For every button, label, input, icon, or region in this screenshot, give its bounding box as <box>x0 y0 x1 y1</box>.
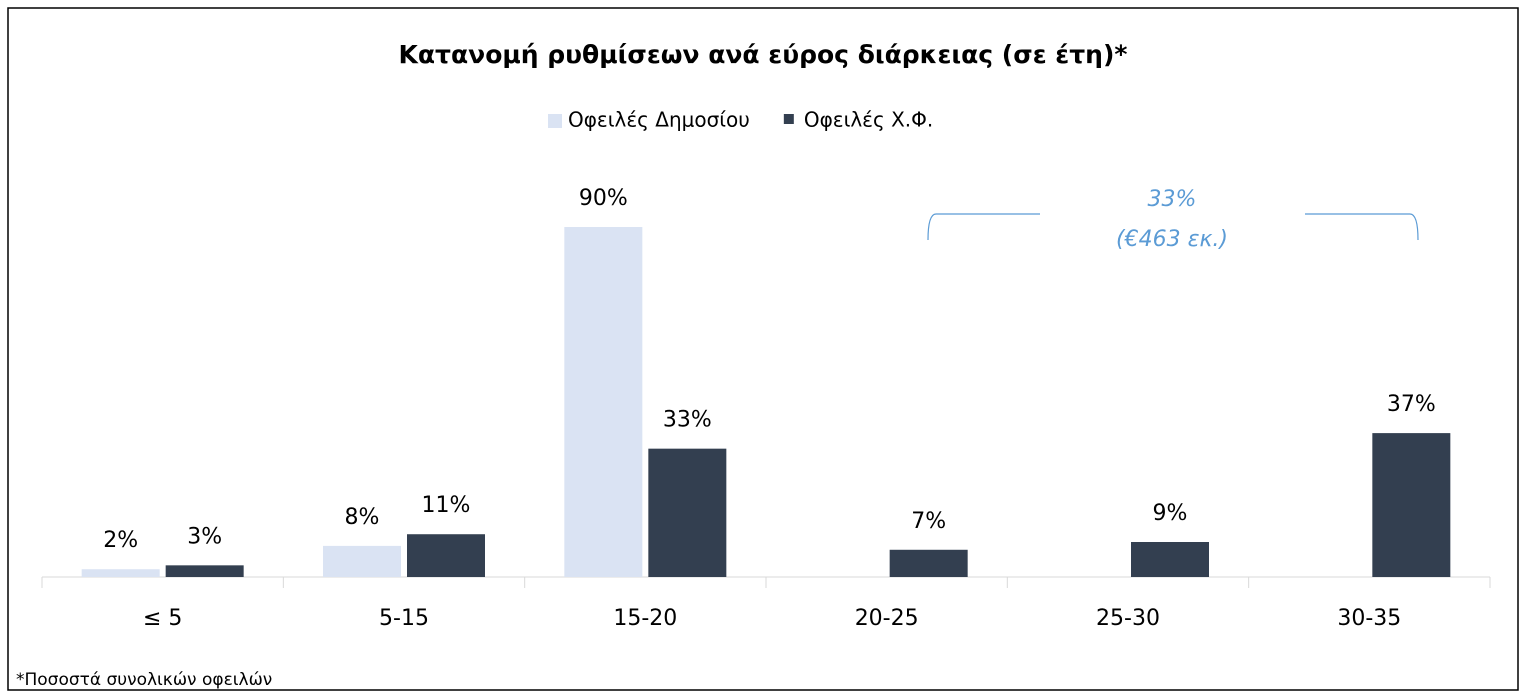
data-label: 3% <box>187 524 222 549</box>
data-label: 11% <box>422 493 471 518</box>
data-label: 37% <box>1387 392 1436 417</box>
bar <box>564 227 643 577</box>
frame <box>7 7 1519 691</box>
legend-label: Οφειλές Δημοσίου <box>568 108 750 132</box>
x-tick-label: 30-35 <box>1337 606 1401 631</box>
data-label: 90% <box>579 186 628 211</box>
bracket <box>927 213 1419 241</box>
data-label: 7% <box>911 509 946 534</box>
data-label: 8% <box>345 505 380 530</box>
x-tick-label: ≤ 5 <box>143 606 182 631</box>
bar <box>165 565 244 577</box>
x-tick-label: 20-25 <box>855 606 919 631</box>
bar <box>323 545 401 577</box>
footnote: *Ποσοστά συνολικών οφειλών <box>16 670 272 690</box>
annotation: 33% <box>1148 187 1197 212</box>
data-label: 9% <box>1153 501 1188 526</box>
x-tick-label: 5-15 <box>379 606 429 631</box>
bar <box>81 569 160 577</box>
bar <box>648 448 727 577</box>
bar <box>889 549 968 577</box>
bar <box>1372 433 1451 577</box>
legend-label: Οφειλές Χ.Φ. <box>804 108 933 132</box>
data-label: 2% <box>103 528 138 553</box>
chart-title: Κατανομή ρυθμίσεων ανά εύρος διάρκειας (… <box>399 40 1128 69</box>
x-tick-label: 15-20 <box>613 606 677 631</box>
legend-swatch <box>783 114 794 124</box>
x-tick-label: 25-30 <box>1096 606 1160 631</box>
bar <box>407 534 485 577</box>
data-label: 33% <box>663 408 712 433</box>
annotation: (€463 εκ.) <box>1116 227 1228 252</box>
bar <box>1131 542 1209 577</box>
legend-swatch <box>548 114 562 128</box>
